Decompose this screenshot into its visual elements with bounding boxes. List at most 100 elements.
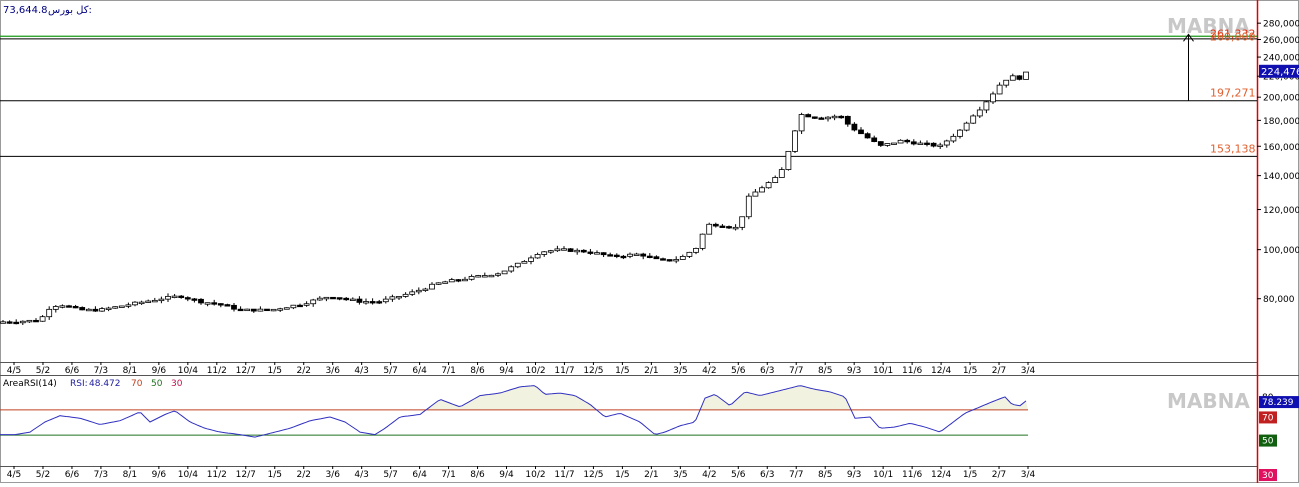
candle-up <box>462 278 468 282</box>
candle-up <box>257 308 264 312</box>
candle-up <box>673 259 680 262</box>
candle-up <box>290 304 297 309</box>
date-tick-label: 7/1 <box>441 366 455 376</box>
candle-up <box>270 308 277 312</box>
date-tick-label: 6/3 <box>760 366 774 376</box>
candle-up <box>976 109 983 117</box>
date-tick-label: 9/3 <box>847 470 861 480</box>
candle-up <box>574 249 581 253</box>
candle-up <box>310 299 317 305</box>
candle-up <box>19 320 26 324</box>
date-tick-label: 1/5 <box>268 366 282 376</box>
candle-up <box>303 303 310 306</box>
candle-up <box>118 305 125 308</box>
candle-up <box>693 247 699 253</box>
date-tick-label: 10/4 <box>178 366 198 376</box>
candle-down <box>924 142 930 145</box>
date-tick-label: 2/1 <box>644 366 658 376</box>
candle-down <box>92 308 99 312</box>
candle-up <box>943 140 950 146</box>
date-tick-label: 12/4 <box>931 366 951 376</box>
candle-up <box>363 301 369 304</box>
date-tick-label: 3/4 <box>1021 470 1036 480</box>
candle-down <box>600 252 607 256</box>
rsi-last-badge <box>1259 396 1299 409</box>
candle-down <box>356 298 363 303</box>
rsi-date-axis: 4/5 5/2 6/6 7/3 8/1 9/6 10/4 11/2 12/7 1/5 2/2 3/6 4… <box>7 466 1036 480</box>
candle-up <box>171 295 178 298</box>
date-tick-label: 4/3 <box>354 366 368 376</box>
candle-down <box>726 226 732 229</box>
candle-up <box>145 300 152 303</box>
candle-down <box>250 308 257 312</box>
candle-up <box>481 275 488 278</box>
date-tick-label: 9/4 <box>499 470 514 480</box>
date-tick-label: 11/6 <box>902 470 922 480</box>
price-tick-label: 140,000 <box>1263 172 1299 182</box>
measure-arrow-head <box>1183 33 1194 42</box>
candle-down <box>930 142 937 147</box>
date-tick-label: 6/6 <box>65 470 80 480</box>
rsi-line <box>0 385 1027 438</box>
date-tick-label: 11/6 <box>902 366 922 376</box>
candle-up <box>825 116 831 120</box>
price-tick-label: 240,000 <box>1263 54 1299 64</box>
rsi-badge-30 <box>1259 469 1277 481</box>
candle-up <box>772 177 779 183</box>
date-tick-label: 9/4 <box>499 366 514 376</box>
date-tick-label: 7/1 <box>441 470 455 480</box>
date-tick-label: 10/2 <box>525 470 545 480</box>
date-tick-label: 11/2 <box>207 366 227 376</box>
candle-up <box>528 257 534 262</box>
candle-up <box>534 254 541 259</box>
candle-up <box>402 293 409 297</box>
candle-down <box>666 259 673 262</box>
date-tick-label: 7/3 <box>94 470 108 480</box>
candle-up <box>488 274 495 278</box>
candles-group <box>0 71 1029 325</box>
candle-down <box>297 304 303 308</box>
candle-up <box>112 306 119 309</box>
candle-down <box>264 308 270 312</box>
candle-up <box>594 252 600 255</box>
candle-up <box>699 233 706 249</box>
candle-up <box>316 297 323 301</box>
candle-down <box>178 295 185 298</box>
candle-up <box>752 191 759 197</box>
candle-up <box>554 248 561 252</box>
candle-up <box>105 307 112 310</box>
rsi-badge-50-text: 50 <box>1262 437 1274 447</box>
candle-down <box>79 307 86 311</box>
candle-down <box>877 141 884 146</box>
candle-down <box>66 305 72 308</box>
rsi-badge-50 <box>1259 434 1277 447</box>
candle-up <box>778 169 785 178</box>
candle-up <box>442 281 449 284</box>
date-tick-label: 4/5 <box>7 366 21 376</box>
date-tick-label: 6/3 <box>760 470 774 480</box>
candle-down <box>567 248 574 252</box>
candle-up <box>415 289 422 293</box>
candle-up <box>244 308 251 312</box>
candle-up <box>85 308 92 312</box>
candle-up <box>541 251 548 255</box>
date-tick-label: 5/6 <box>731 366 746 376</box>
candle-up <box>132 301 138 306</box>
candle-down <box>184 297 191 300</box>
price-tick-label: 80,000 <box>1263 295 1295 305</box>
candle-up <box>884 143 891 146</box>
date-tick-label: 5/6 <box>731 470 746 480</box>
candle-up <box>99 308 105 312</box>
candle-down <box>904 139 911 143</box>
candle-up <box>547 250 554 253</box>
last-price-value: 224,476. <box>1261 67 1299 78</box>
candle-down <box>13 321 20 325</box>
date-tick-label: 7/7 <box>789 366 803 376</box>
candle-up <box>495 273 501 276</box>
candle-down <box>191 298 198 301</box>
candle-down <box>455 279 462 282</box>
date-tick-label: 10/1 <box>873 470 893 480</box>
candle-down <box>231 304 237 310</box>
date-tick-label: 9/6 <box>152 366 167 376</box>
